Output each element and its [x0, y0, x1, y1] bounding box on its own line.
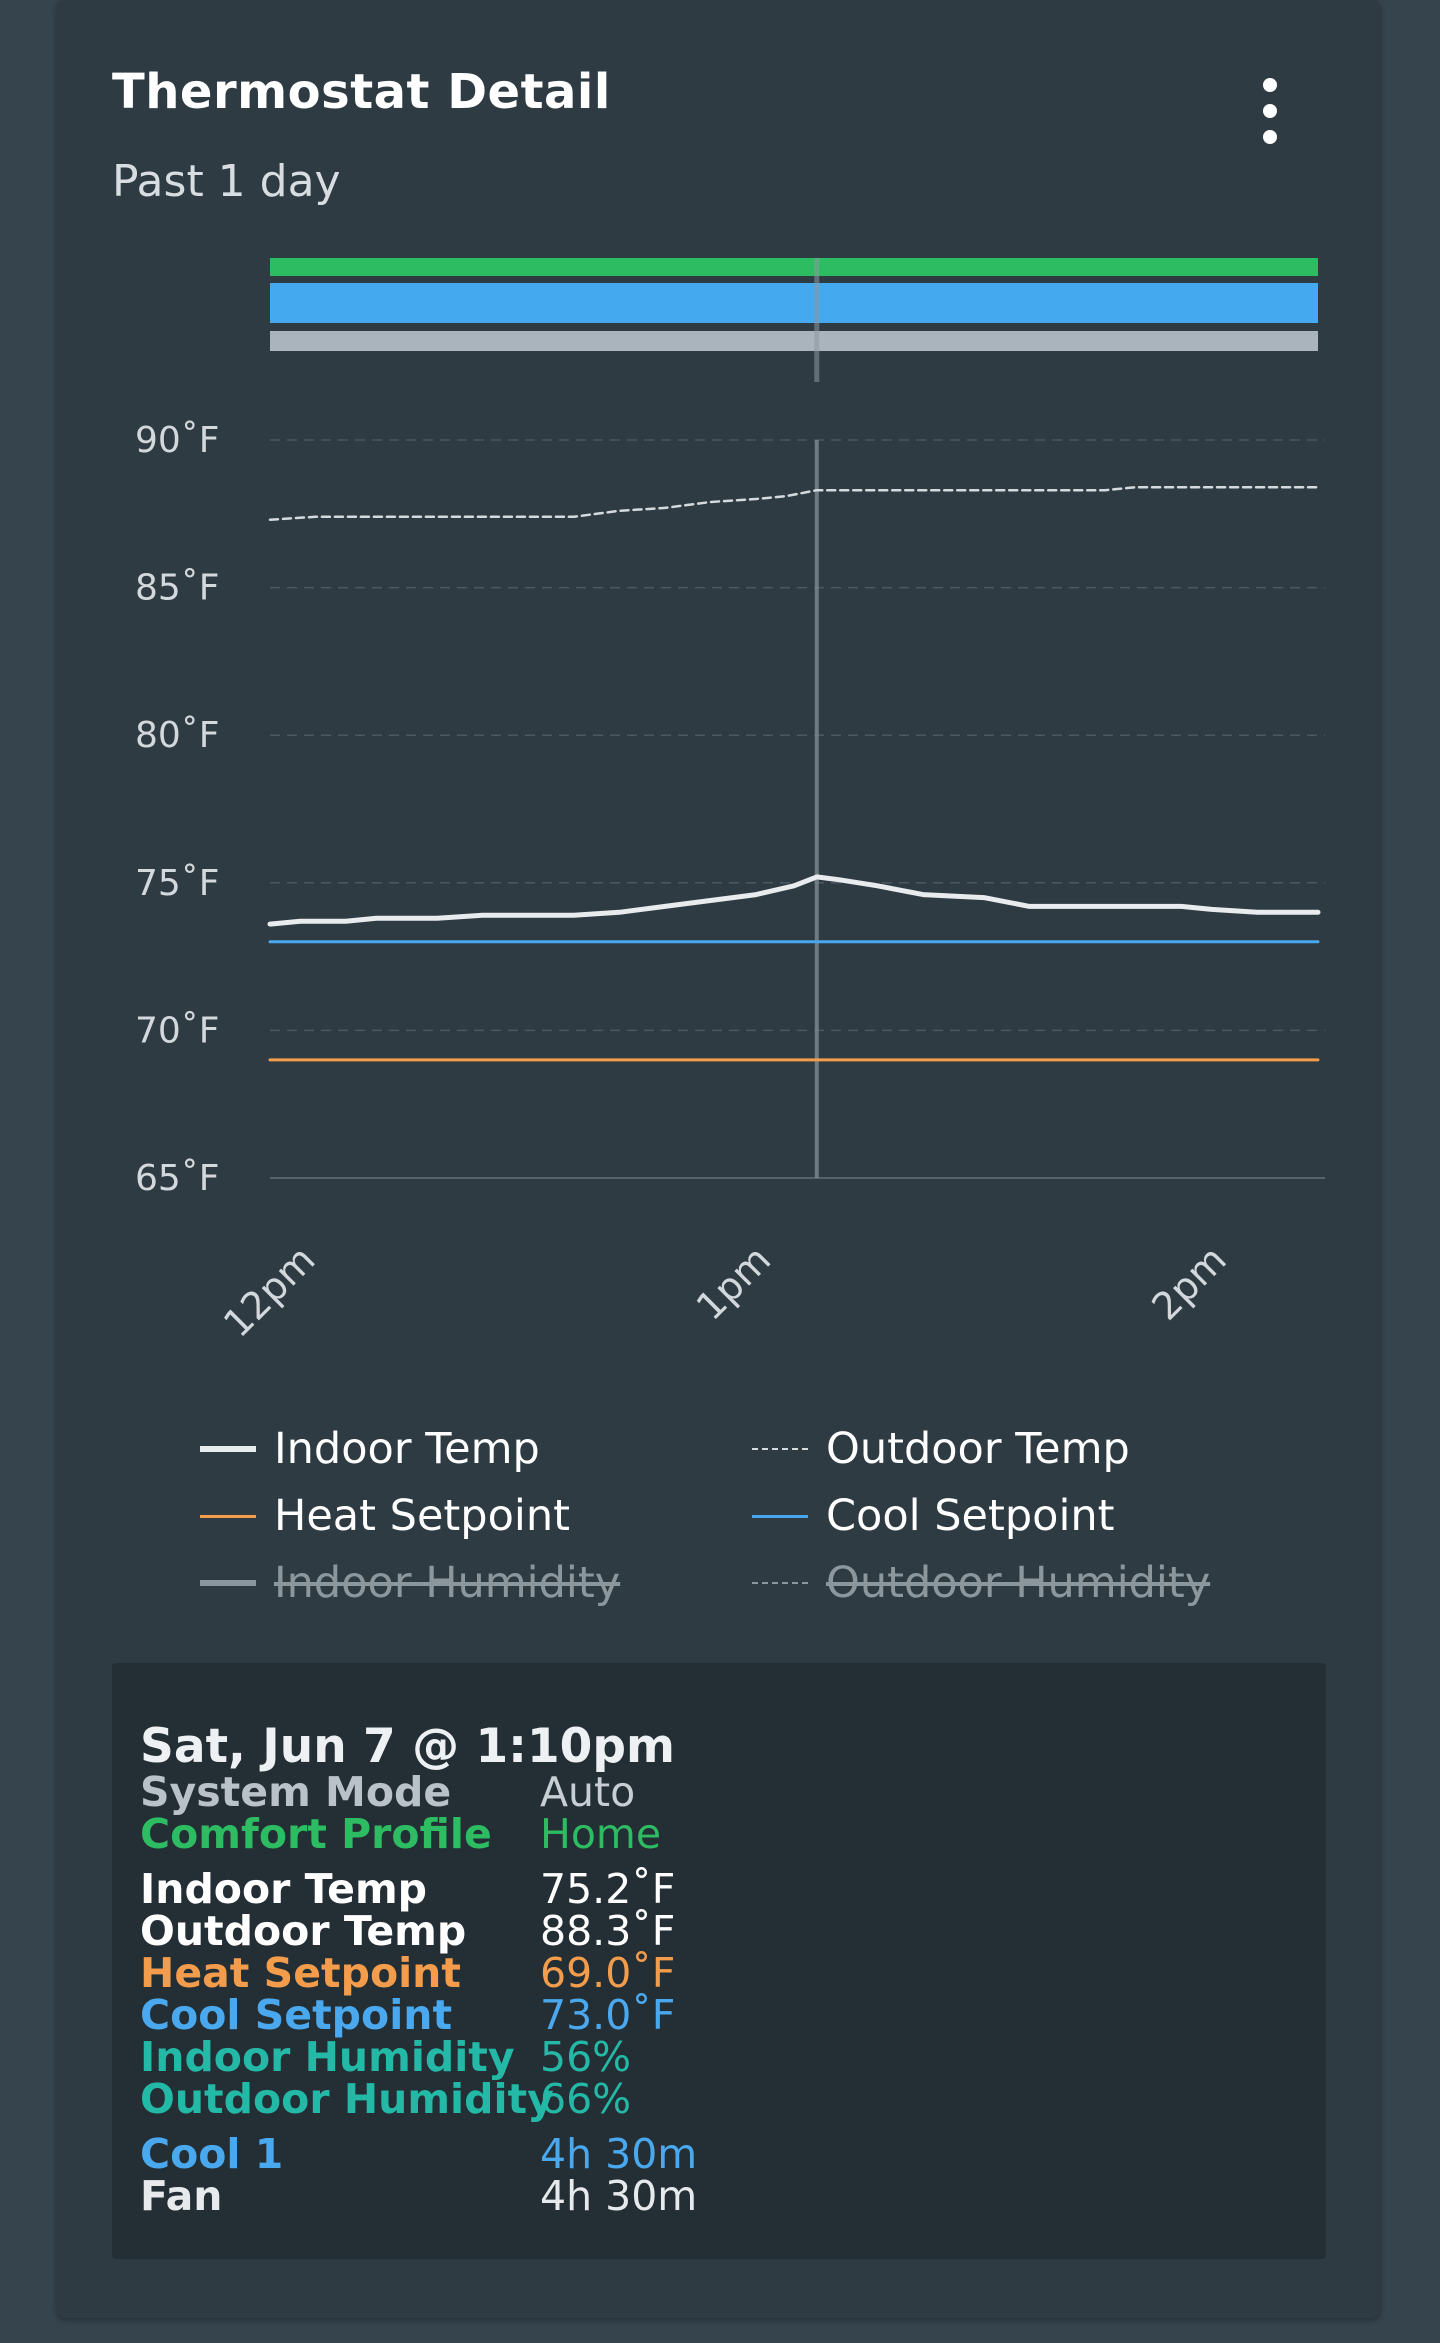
legend-item-indoor-humidity[interactable]: Indoor Humidity	[200, 1558, 620, 1608]
legend-item-heat-setpoint[interactable]: Heat Setpoint	[200, 1491, 570, 1541]
x-tick-label: 12pm	[215, 1237, 324, 1346]
legend-swatch	[200, 1580, 256, 1586]
tooltip-row-value: Auto	[540, 1768, 636, 1816]
menu-dot	[1263, 104, 1277, 118]
fan-status-bar	[270, 331, 1318, 351]
legend-item-cool-setpoint[interactable]: Cool Setpoint	[752, 1491, 1115, 1541]
tooltip-row-value: 69.0˚F	[540, 1949, 676, 1997]
x-tick-label: 2pm	[1143, 1237, 1234, 1328]
more-options-icon[interactable]	[1248, 78, 1292, 144]
legend-item-outdoor-humidity[interactable]: Outdoor Humidity	[752, 1558, 1210, 1608]
legend-item-indoor-temp[interactable]: Indoor Temp	[200, 1424, 540, 1474]
y-tick-label: 85˚F	[135, 568, 220, 609]
tooltip-row-value: 4h 30m	[540, 2172, 698, 2220]
tooltip-row-value: 56%	[540, 2033, 632, 2081]
cool_stage-status-bar	[270, 283, 1318, 323]
tooltip-row-value: Home	[540, 1810, 662, 1858]
legend-swatch	[752, 1448, 808, 1450]
legend-swatch	[752, 1514, 808, 1518]
temperature-chart[interactable]: 90˚F 85˚F 80˚F 75˚F 70˚F 65˚F 12pm 1pm 2pm	[0, 0, 1440, 1400]
tooltip-date: Sat, Jun 7 @ 1:10pm	[140, 1719, 675, 1774]
legend-label: Heat Setpoint	[274, 1491, 570, 1541]
y-tick-label: 80˚F	[135, 715, 220, 756]
y-tick-label: 90˚F	[135, 420, 220, 461]
legend-label: Cool Setpoint	[826, 1491, 1115, 1541]
x-tick-label: 1pm	[688, 1237, 779, 1328]
tooltip-row-key: Outdoor Humidity	[140, 2075, 554, 2123]
legend-label: Outdoor Temp	[826, 1424, 1130, 1474]
tooltip-row-value: 88.3˚F	[540, 1907, 676, 1955]
legend-item-outdoor-temp[interactable]: Outdoor Temp	[752, 1424, 1130, 1474]
page-title: Thermostat Detail	[112, 64, 611, 120]
tooltip-row-value: 75.2˚F	[540, 1865, 676, 1913]
outdoor-series-line	[268, 485, 1320, 521]
comfort-status-bar	[270, 258, 1318, 276]
tooltip-row-key: Comfort Profile	[140, 1810, 492, 1858]
tooltip-row-key: Fan	[140, 2172, 223, 2220]
tooltip-row-value: 73.0˚F	[540, 1991, 676, 2039]
tooltip-row-value: 66%	[540, 2075, 632, 2123]
indoor-series-line	[267, 874, 1321, 927]
tooltip-row-key: Cool 1	[140, 2130, 284, 2178]
y-tick-label: 65˚F	[135, 1158, 220, 1199]
time-range-label[interactable]: Past 1 day	[112, 156, 341, 207]
tooltip-row-key: Indoor Temp	[140, 1865, 428, 1913]
legend-swatch	[200, 1446, 256, 1452]
tooltip-row-key: Heat Setpoint	[140, 1949, 461, 1997]
data-point-tooltip: Sat, Jun 7 @ 1:10pm System Mode Auto Comfo…	[112, 1663, 1326, 2259]
tooltip-row-key: Cool Setpoint	[140, 1991, 453, 2039]
legend-swatch	[752, 1582, 808, 1584]
legend-swatch	[200, 1514, 256, 1518]
tooltip-row-key: Outdoor Temp	[140, 1907, 467, 1955]
menu-dot	[1263, 78, 1277, 92]
menu-dot	[1263, 130, 1277, 144]
y-tick-label: 70˚F	[135, 1010, 220, 1051]
tooltip-row-key: System Mode	[140, 1768, 452, 1816]
tooltip-row-key: Indoor Humidity	[140, 2033, 515, 2081]
legend-label: Outdoor Humidity	[826, 1558, 1211, 1608]
tooltip-row-value: 4h 30m	[540, 2130, 698, 2178]
y-tick-label: 75˚F	[135, 863, 220, 904]
legend-label: Indoor Humidity	[274, 1558, 621, 1608]
legend-label: Indoor Temp	[274, 1424, 540, 1474]
